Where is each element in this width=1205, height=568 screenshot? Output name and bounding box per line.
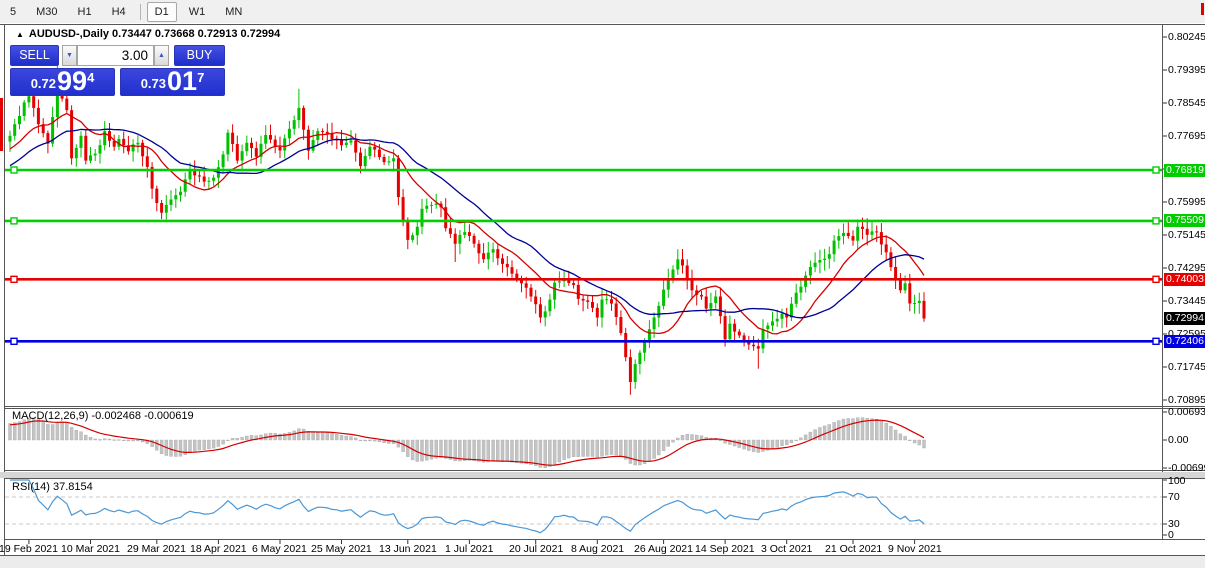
rsi-axis-70: 70 <box>1168 491 1180 503</box>
rsi-axis-0: 0 <box>1168 529 1174 541</box>
rsi-axis-30: 30 <box>1168 518 1180 530</box>
date-axis-label: 14 Sep 2021 <box>695 543 755 555</box>
price-axis-label: 0.80245 <box>1168 31 1205 43</box>
timeframe-button-h1[interactable]: H1 <box>77 5 92 18</box>
price-axis-label: 0.73445 <box>1168 295 1205 307</box>
line-handle[interactable] <box>10 337 18 345</box>
date-axis-label: 13 Jun 2021 <box>379 543 437 555</box>
toolbar-red-marker <box>1201 3 1204 15</box>
timeframe-button-h4[interactable]: H4 <box>111 5 126 18</box>
clipped-candle <box>0 98 3 151</box>
chart-title-text: AUDUSD-,Daily 0.73447 0.73668 0.72913 0.… <box>28 28 281 40</box>
current-price-tag: 0.72994 <box>1164 312 1205 325</box>
date-axis-label: 19 Feb 2021 <box>0 543 58 555</box>
rsi-value: 37.8154 <box>52 481 93 493</box>
line-price-tag: 0.75509 <box>1164 214 1205 227</box>
volume-decrease-button[interactable]: ▼ <box>62 45 77 66</box>
candles <box>8 62 926 395</box>
date-axis-label: 1 Jul 2021 <box>445 543 494 555</box>
sell-price-small: 0.72 <box>30 76 57 91</box>
rsi-line[interactable] <box>10 479 925 534</box>
line-handle[interactable] <box>1152 337 1160 345</box>
timeframe-button-m30[interactable]: M30 <box>36 5 58 18</box>
line-handle[interactable] <box>1152 217 1160 225</box>
date-axis-label: 8 Aug 2021 <box>571 543 625 555</box>
buy-price-big: 01 <box>167 66 198 96</box>
line-price-tag: 0.76819 <box>1164 164 1205 177</box>
macd-axis-max: 0.006936 <box>1168 406 1205 418</box>
buy-price-sup: 7 <box>197 70 205 85</box>
macd-axis-zero: 0.00 <box>1168 434 1189 446</box>
line-handle[interactable] <box>1152 275 1160 283</box>
date-axis-label: 10 Mar 2021 <box>61 543 120 555</box>
macd-axis-min: -0.006995 <box>1168 462 1205 474</box>
line-handle[interactable] <box>1152 166 1160 174</box>
buy-price[interactable]: 0.73 01 7 <box>120 68 225 96</box>
buy-price-small: 0.73 <box>140 76 167 91</box>
rsi-plot <box>5 479 1162 534</box>
panel-splitter[interactable] <box>0 472 1205 478</box>
macd-signal-line[interactable] <box>9 419 925 466</box>
collapse-arrow-icon[interactable]: ▲ <box>16 29 24 39</box>
timeframe-button-d1[interactable]: D1 <box>146 1 177 22</box>
line-price-tag: 0.74003 <box>1164 273 1205 286</box>
chart-title: ▲ AUDUSD-,Daily 0.73447 0.73668 0.72913 … <box>16 28 280 40</box>
date-axis-label: 3 Oct 2021 <box>761 543 813 555</box>
line-handle[interactable] <box>10 166 18 174</box>
price-axis-label: 0.75995 <box>1168 196 1205 208</box>
moving-average-fast[interactable] <box>9 112 925 335</box>
macd-values: -0.002468 -0.000619 <box>91 410 194 422</box>
timeframe-button-mn[interactable]: MN <box>225 5 243 18</box>
date-axis-label: 18 Apr 2021 <box>190 543 247 555</box>
macd-name: MACD(12,26,9) <box>12 410 89 422</box>
line-price-tag: 0.72406 <box>1164 335 1205 348</box>
date-axis-label: 20 Jul 2021 <box>509 543 564 555</box>
volume-input[interactable] <box>77 45 154 66</box>
date-axis-label: 6 May 2021 <box>252 543 307 555</box>
sell-price-sup: 4 <box>87 70 95 85</box>
date-axis-label: 26 Aug 2021 <box>634 543 693 555</box>
moving-average-slow[interactable] <box>9 128 925 319</box>
timeframe-button-w1[interactable]: W1 <box>188 5 206 18</box>
rsi-label: RSI(14) 37.8154 <box>12 481 93 493</box>
line-handle[interactable] <box>10 275 18 283</box>
price-axis-label: 0.75145 <box>1168 229 1205 241</box>
toolbar-separator <box>139 3 141 20</box>
window-frame-left <box>4 24 5 556</box>
volume-increase-button[interactable]: ▲ <box>154 45 169 66</box>
rsi-name: RSI(14) <box>12 481 50 493</box>
buy-button[interactable]: BUY <box>174 45 225 66</box>
line-handle[interactable] <box>10 217 18 225</box>
date-axis-label: 25 May 2021 <box>311 543 372 555</box>
date-axis-label: 21 Oct 2021 <box>825 543 883 555</box>
window-frame-top <box>0 24 1205 25</box>
macd-plot <box>8 417 926 468</box>
sell-price-big: 99 <box>57 66 88 96</box>
date-axis-label: 9 Nov 2021 <box>888 543 942 555</box>
date-axis-label: 29 Mar 2021 <box>127 543 186 555</box>
sell-price[interactable]: 0.72 99 4 <box>10 68 115 96</box>
price-axis-label: 0.78545 <box>1168 97 1205 109</box>
timeframe-button-5[interactable]: 5 <box>10 5 17 18</box>
rsi-axis-100: 100 <box>1168 475 1186 487</box>
price-axis-label: 0.79395 <box>1168 64 1205 76</box>
price-axis-label: 0.77695 <box>1168 130 1205 142</box>
price-axis-label: 0.70895 <box>1168 394 1205 406</box>
window-bottom-strip <box>0 556 1205 568</box>
price-axis-label: 0.71745 <box>1168 361 1205 373</box>
price-axis-label: 0.74295 <box>1168 262 1205 274</box>
sell-button[interactable]: SELL <box>10 45 59 66</box>
macd-label: MACD(12,26,9) -0.002468 -0.000619 <box>12 410 194 422</box>
timeframe-toolbar: 5 M30 H1 H4 D1 W1 MN <box>0 0 1205 23</box>
